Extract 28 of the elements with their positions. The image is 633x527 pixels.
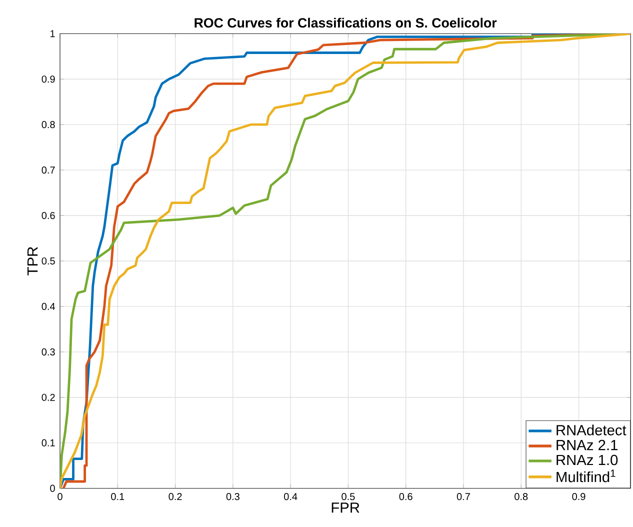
legend-label: Multifind$^{1}$ [556, 470, 616, 482]
legend-label: RNAdetect [556, 424, 626, 436]
legend-label: RNAz 1.0 [556, 454, 618, 466]
x-tick-label: 0.4 [284, 493, 298, 500]
y-tick-label: 0 [50, 484, 55, 492]
y-axis-title: TPR [27, 247, 38, 276]
y-tick-label: 0.7 [42, 166, 55, 174]
x-tick-label: 0.1 [111, 493, 124, 500]
chart-title: ROC Curves for Classifications on S. Coelicolor [194, 18, 497, 28]
y-tick-label: 0.1 [42, 439, 55, 446]
x-tick-label: 0.7 [456, 493, 470, 500]
y-tick-label: 0.2 [42, 394, 55, 401]
y-tick-label: 0.5 [42, 257, 55, 265]
legend-label: RNAz 2.1 [556, 440, 618, 450]
x-tick-label: 0 [58, 493, 62, 500]
x-tick-label: 0.9 [572, 493, 586, 500]
x-axis-title: FPR [332, 502, 360, 513]
y-tick-label: 1 [50, 30, 55, 38]
y-tick-label: 0.4 [42, 302, 55, 310]
y-tick-label: 0.8 [42, 121, 55, 128]
x-tick-label: 0.8 [514, 493, 528, 500]
y-tick-label: 0.6 [42, 212, 55, 220]
y-tick-label: 0.3 [42, 348, 55, 356]
x-tick-label: 0.2 [168, 493, 182, 500]
y-tick-label: 0.9 [42, 76, 55, 83]
x-tick-label: 0.5 [342, 493, 355, 500]
x-tick-label: 0.3 [226, 493, 240, 500]
x-tick-label: 0.6 [399, 493, 412, 500]
